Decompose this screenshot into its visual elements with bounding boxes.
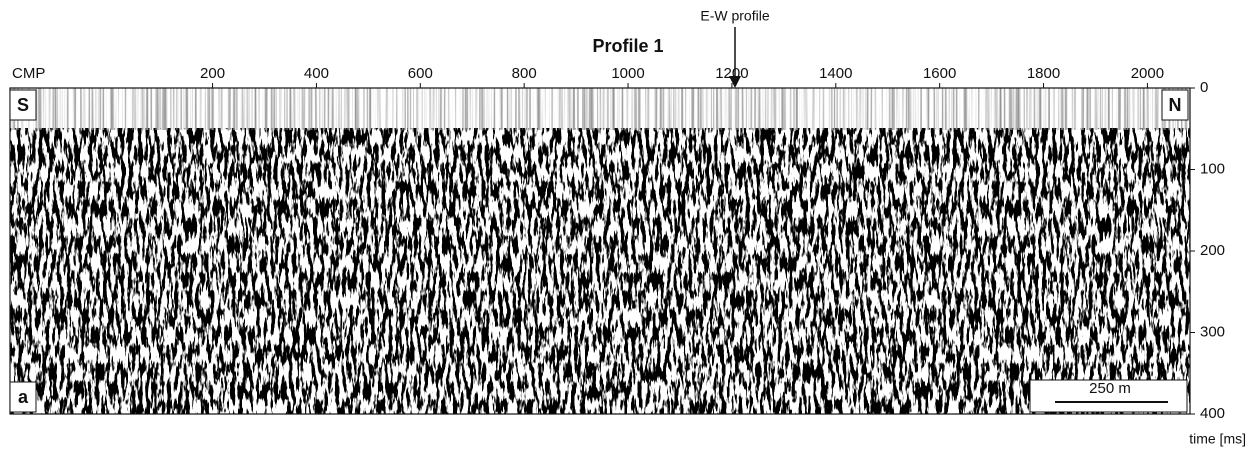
y-tick-label: 200 xyxy=(1200,242,1225,259)
x-tick-label: 2000 xyxy=(1131,65,1164,82)
section-image xyxy=(9,87,1191,415)
side-label: N xyxy=(1169,95,1182,115)
x-tick-label: 600 xyxy=(408,65,433,82)
y-tick-label: 400 xyxy=(1200,405,1225,422)
y-axis-label: time [ms] xyxy=(1189,431,1246,447)
x-tick-label: 200 xyxy=(200,65,225,82)
x-tick-label: 1800 xyxy=(1027,65,1060,82)
annotation-arrow xyxy=(729,27,741,88)
scale-bar: 250 m xyxy=(1029,379,1188,413)
label-box xyxy=(1161,89,1189,121)
label-box xyxy=(9,381,37,413)
side-label: S xyxy=(17,95,29,115)
chart-title: Profile 1 xyxy=(592,36,663,56)
x-tick-label: 1200 xyxy=(715,65,748,82)
y-tick-label: 300 xyxy=(1200,323,1225,340)
x-tick-label: 400 xyxy=(304,65,329,82)
scale-bar-label: 250 m xyxy=(1089,380,1131,397)
y-tick-label: 0 xyxy=(1200,79,1208,96)
label-box xyxy=(9,89,37,121)
x-tick-label: 1600 xyxy=(923,65,956,82)
x-tick-label: 800 xyxy=(512,65,537,82)
x-axis-label: CMP xyxy=(12,65,45,82)
y-tick-label: 100 xyxy=(1200,160,1225,177)
panel-label: a xyxy=(18,387,29,407)
annotation: E-W profile xyxy=(700,8,769,24)
x-tick-label: 1400 xyxy=(819,65,852,82)
x-tick-label: 1000 xyxy=(611,65,644,82)
